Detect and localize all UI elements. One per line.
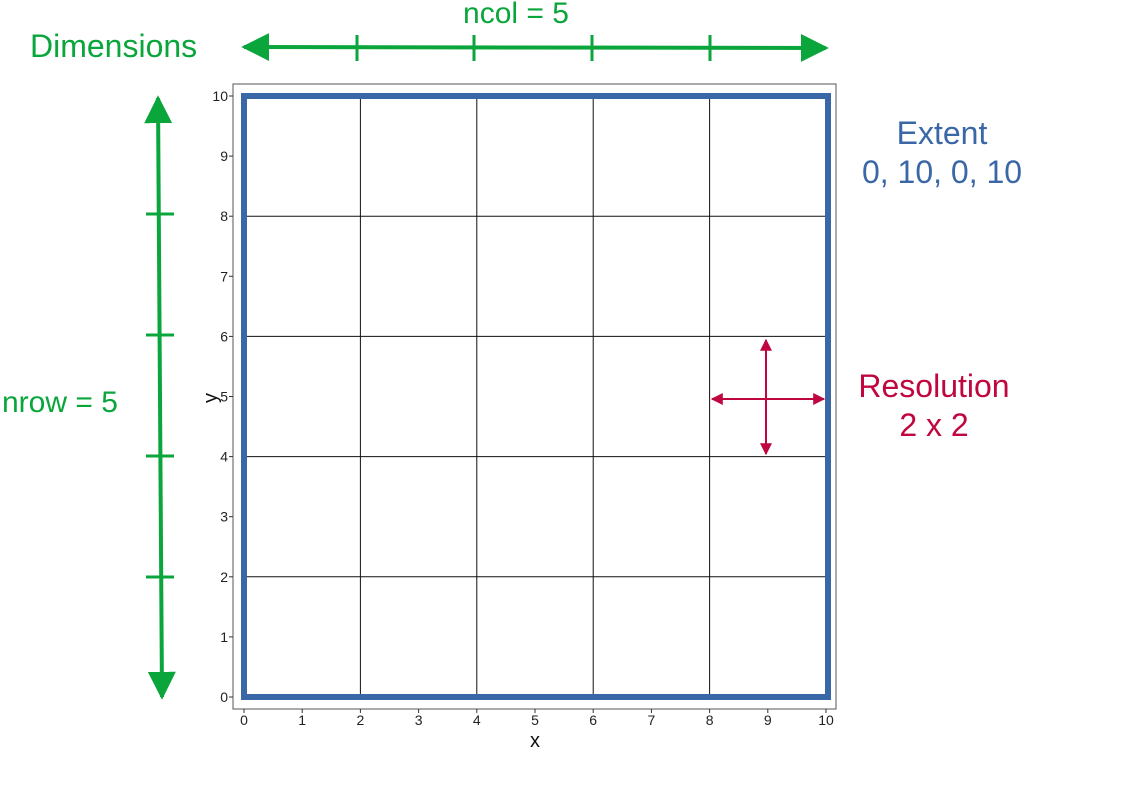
resolution-values: 2 x 2 xyxy=(899,407,968,443)
x-tick-label: 1 xyxy=(298,712,306,728)
y-tick-label: 1 xyxy=(220,629,228,645)
x-axis-ticks: 0 1 2 3 4 5 6 7 8 9 10 xyxy=(240,709,834,728)
dimensions-label: Dimensions xyxy=(30,28,197,64)
grid-lines xyxy=(244,96,826,697)
ncol-label: ncol = 5 xyxy=(463,0,569,30)
y-tick-label: 8 xyxy=(220,208,228,224)
y-tick-label: 5 xyxy=(220,389,228,405)
extent-box xyxy=(241,93,831,700)
y-axis-ticks: 0 1 2 3 4 5 6 7 8 9 10 xyxy=(212,88,233,705)
x-tick-label: 9 xyxy=(764,712,772,728)
x-tick-label: 4 xyxy=(473,712,481,728)
y-tick-label: 0 xyxy=(220,689,228,705)
resolution-title: Resolution xyxy=(858,368,1009,404)
y-tick-label: 6 xyxy=(220,328,228,344)
nrow-label: nrow = 5 xyxy=(2,386,118,419)
y-tick-label: 7 xyxy=(220,268,228,284)
y-tick-label: 10 xyxy=(212,88,228,104)
y-axis-label: y xyxy=(200,393,222,403)
x-axis-label: x xyxy=(530,730,540,752)
y-tick-label: 9 xyxy=(220,148,228,164)
x-tick-label: 8 xyxy=(706,712,714,728)
x-tick-label: 5 xyxy=(531,712,539,728)
plot-panel xyxy=(232,83,837,710)
x-tick-label: 6 xyxy=(589,712,597,728)
ncol-arrow xyxy=(241,33,829,62)
x-tick-label: 2 xyxy=(357,712,365,728)
y-tick-label: 4 xyxy=(220,449,228,465)
x-tick-label: 7 xyxy=(648,712,656,728)
extent-title: Extent xyxy=(897,115,988,151)
ncol-ticks xyxy=(355,35,712,61)
nrow-ticks xyxy=(146,212,174,579)
x-tick-label: 3 xyxy=(415,712,423,728)
extent-values: 0, 10, 0, 10 xyxy=(862,154,1022,190)
y-tick-label: 2 xyxy=(220,569,228,585)
x-tick-label: 0 xyxy=(240,712,248,728)
x-tick-label: 10 xyxy=(818,712,834,728)
nrow-arrow xyxy=(144,95,176,700)
y-tick-label: 3 xyxy=(220,509,228,525)
